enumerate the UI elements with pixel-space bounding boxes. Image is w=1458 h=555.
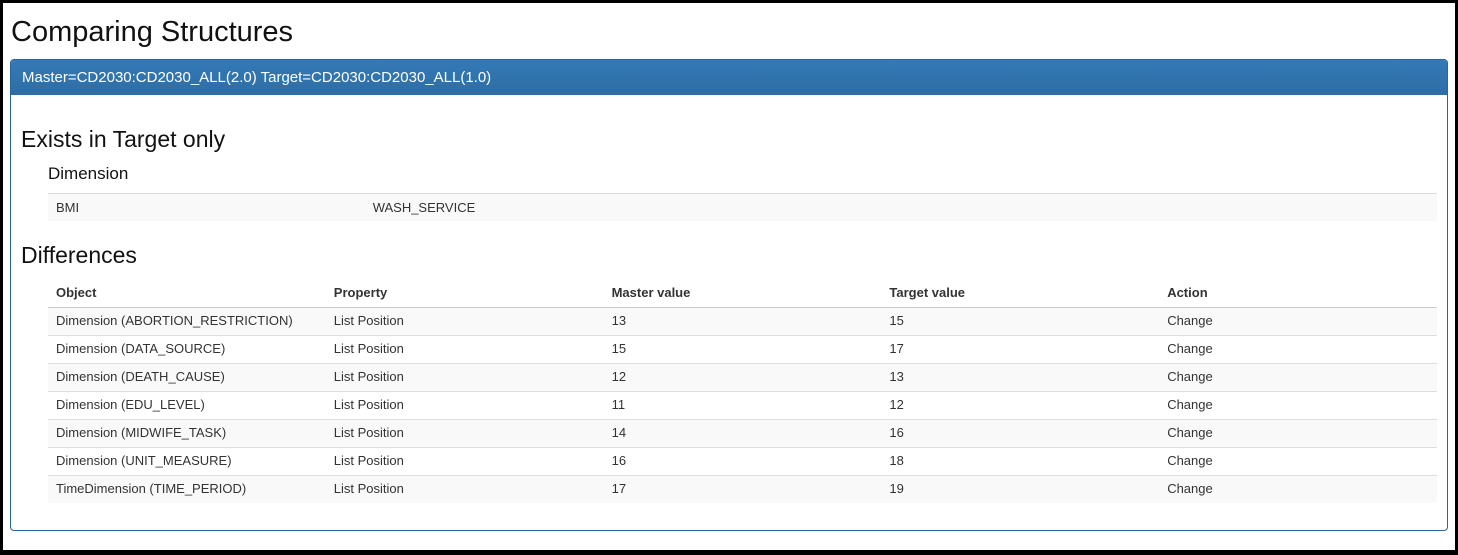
dimension-subheading: Dimension <box>48 163 129 183</box>
target-value-cell: 15 <box>881 306 1160 336</box>
differences-header-row: Object Property Master value Target valu… <box>48 278 1437 308</box>
exists-table-row: BMI WASH_SERVICE <box>48 193 1437 222</box>
page-title: Comparing Structures <box>11 16 294 48</box>
differences-table-row: Dimension (ABORTION_RESTRICTION) List Po… <box>48 306 1437 336</box>
master-value-cell: 17 <box>603 474 882 503</box>
property-cell: List Position <box>325 418 604 448</box>
differences-table-row: Dimension (UNIT_MEASURE) List Position 1… <box>48 446 1437 476</box>
property-cell: List Position <box>325 474 604 503</box>
target-value-cell: 18 <box>881 446 1160 476</box>
master-value-cell: 11 <box>603 390 882 420</box>
comparison-panel: Master=CD2030:CD2030_ALL(2.0) Target=CD2… <box>10 59 1448 531</box>
column-header-object: Object <box>48 278 326 308</box>
exists-in-target-only-table: BMI WASH_SERVICE <box>48 193 1437 222</box>
master-value-cell: 14 <box>603 418 882 448</box>
object-cell: Dimension (EDU_LEVEL) <box>48 390 326 420</box>
action-cell: Change <box>1159 306 1437 336</box>
action-cell: Change <box>1159 362 1437 392</box>
property-cell: List Position <box>325 334 604 364</box>
target-value-cell: 19 <box>881 474 1160 503</box>
dimension-name-cell: WASH_SERVICE <box>364 193 1437 222</box>
differences-table-row: Dimension (EDU_LEVEL) List Position 11 1… <box>48 390 1437 420</box>
comparison-panel-body: Exists in Target only Dimension BMI WASH… <box>11 95 1447 529</box>
differences-table-row: Dimension (DEATH_CAUSE) List Position 12… <box>48 362 1437 392</box>
dimension-id-cell: BMI <box>48 193 365 222</box>
object-cell: Dimension (ABORTION_RESTRICTION) <box>48 306 326 336</box>
property-cell: List Position <box>325 446 604 476</box>
exists-in-target-only-heading: Exists in Target only <box>21 126 226 153</box>
object-cell: Dimension (MIDWIFE_TASK) <box>48 418 326 448</box>
differences-heading: Differences <box>21 242 137 269</box>
column-header-property: Property <box>325 278 604 308</box>
master-value-cell: 12 <box>603 362 882 392</box>
master-value-cell: 13 <box>603 306 882 336</box>
column-header-target-value: Target value <box>881 278 1160 308</box>
action-cell: Change <box>1159 474 1437 503</box>
action-cell: Change <box>1159 390 1437 420</box>
target-value-cell: 12 <box>881 390 1160 420</box>
target-value-cell: 17 <box>881 334 1160 364</box>
column-header-action: Action <box>1159 278 1437 308</box>
object-cell: Dimension (DATA_SOURCE) <box>48 334 326 364</box>
master-target-banner: Master=CD2030:CD2030_ALL(2.0) Target=CD2… <box>11 60 1447 96</box>
object-cell: Dimension (DEATH_CAUSE) <box>48 362 326 392</box>
column-header-master-value: Master value <box>603 278 882 308</box>
differences-table: Object Property Master value Target valu… <box>48 278 1437 503</box>
target-value-cell: 13 <box>881 362 1160 392</box>
differences-table-row: Dimension (MIDWIFE_TASK) List Position 1… <box>48 418 1437 448</box>
master-value-cell: 15 <box>603 334 882 364</box>
property-cell: List Position <box>325 362 604 392</box>
target-value-cell: 16 <box>881 418 1160 448</box>
object-cell: Dimension (UNIT_MEASURE) <box>48 446 326 476</box>
property-cell: List Position <box>325 390 604 420</box>
property-cell: List Position <box>325 306 604 336</box>
action-cell: Change <box>1159 334 1437 364</box>
action-cell: Change <box>1159 446 1437 476</box>
differences-table-row: Dimension (DATA_SOURCE) List Position 15… <box>48 334 1437 364</box>
action-cell: Change <box>1159 418 1437 448</box>
master-value-cell: 16 <box>603 446 882 476</box>
object-cell: TimeDimension (TIME_PERIOD) <box>48 474 326 503</box>
differences-table-row: TimeDimension (TIME_PERIOD) List Positio… <box>48 474 1437 503</box>
